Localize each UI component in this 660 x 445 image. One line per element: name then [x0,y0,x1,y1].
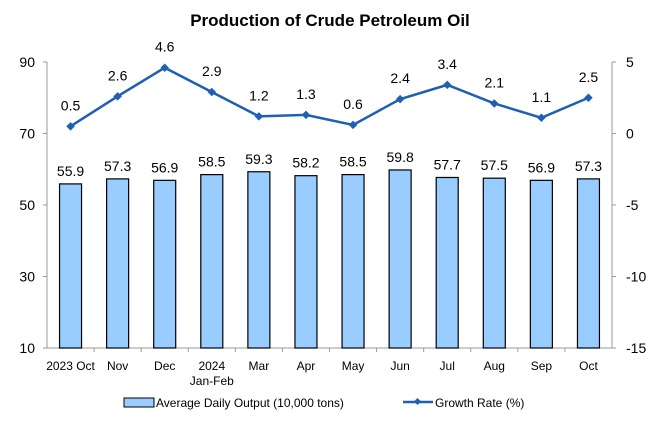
bar-value-label: 56.9 [528,159,555,175]
line-value-label: 1.3 [296,86,316,102]
bar [247,171,271,349]
line-point [348,120,358,130]
x-tick-label: 2023 Oct [46,359,95,373]
line-value-label: 2.5 [579,69,599,85]
right-tick-label: -15 [626,340,646,356]
left-tick-label: 10 [19,340,35,356]
right-tick-label: -10 [626,269,646,285]
line-value-label: 2.9 [202,63,222,79]
line-point [207,87,217,97]
left-tick-label: 90 [19,54,35,70]
legend-bar-swatch [123,397,155,408]
bar [482,177,506,349]
line-value-label: 0.5 [61,97,81,113]
x-tick-label: Mar [249,359,270,373]
bar-value-label: 58.5 [198,154,225,170]
bar-value-label: 57.3 [575,158,602,174]
right-tick-label: 5 [626,54,634,70]
left-tick-label: 30 [19,269,35,285]
left-tick-label: 50 [19,197,35,213]
x-tick-label: Aug [484,359,505,373]
x-tick-label: Jan-Feb [190,374,234,388]
line-value-label: 2.1 [485,74,505,90]
x-tick-label: Nov [107,359,128,373]
legend: Average Daily Output (10,000 tons) Growt… [123,396,524,410]
x-tick-label: Oct [579,359,598,373]
bar-value-label: 59.3 [245,151,272,167]
left-tick-label: 70 [19,126,35,142]
bar [576,178,601,349]
legend-line-marker [413,397,422,406]
bar-value-label: 58.5 [339,154,366,170]
line-point [395,94,405,104]
growth-line [69,66,589,128]
bar [435,176,459,349]
line-point [113,92,122,101]
x-tick-label: Apr [297,359,316,373]
line-point [490,99,499,108]
x-tick-label: Dec [154,359,175,373]
bar-value-label: 57.5 [481,157,508,173]
legend-line-label: Growth Rate (%) [435,396,524,410]
line-value-label: 3.4 [437,56,457,72]
line-point [584,93,593,102]
right-tick-label: -5 [626,197,639,213]
bar-value-label: 57.7 [434,156,461,172]
x-tick-label: Sep [531,359,553,373]
line-point [254,112,264,121]
line-point [301,110,311,120]
chart-title: Production of Crude Petroleum Oil [190,11,470,30]
line-value-label: 2.4 [390,70,410,86]
bar [106,178,130,349]
bar [58,183,83,349]
x-tick-label: Jun [390,359,409,373]
line-value-label: 2.6 [108,67,128,83]
x-tick-label: May [342,359,365,373]
line-value-label: 1.1 [532,89,552,105]
line-point [160,63,169,72]
legend-bar-label: Average Daily Output (10,000 tons) [156,396,344,410]
bar-value-label: 55.9 [57,163,84,179]
bar [153,179,177,349]
line-point [66,122,75,131]
bar [294,175,318,349]
x-tick-label: Jul [440,359,455,373]
bar [341,174,365,349]
bar [388,169,412,349]
bar [200,174,224,349]
bar-value-label: 57.3 [104,158,131,174]
x-tick-label: 2024 [198,359,225,373]
line-value-label: 1.2 [249,87,269,103]
line-point [442,80,452,90]
line-value-label: 0.6 [343,96,363,112]
line-point [537,113,546,123]
bar-value-label: 56.9 [151,159,178,175]
bar-value-label: 59.8 [387,149,414,165]
bar [529,179,553,349]
line-value-label: 4.6 [155,39,175,55]
right-tick-label: 0 [626,126,634,142]
bar-value-label: 58.2 [292,155,319,171]
